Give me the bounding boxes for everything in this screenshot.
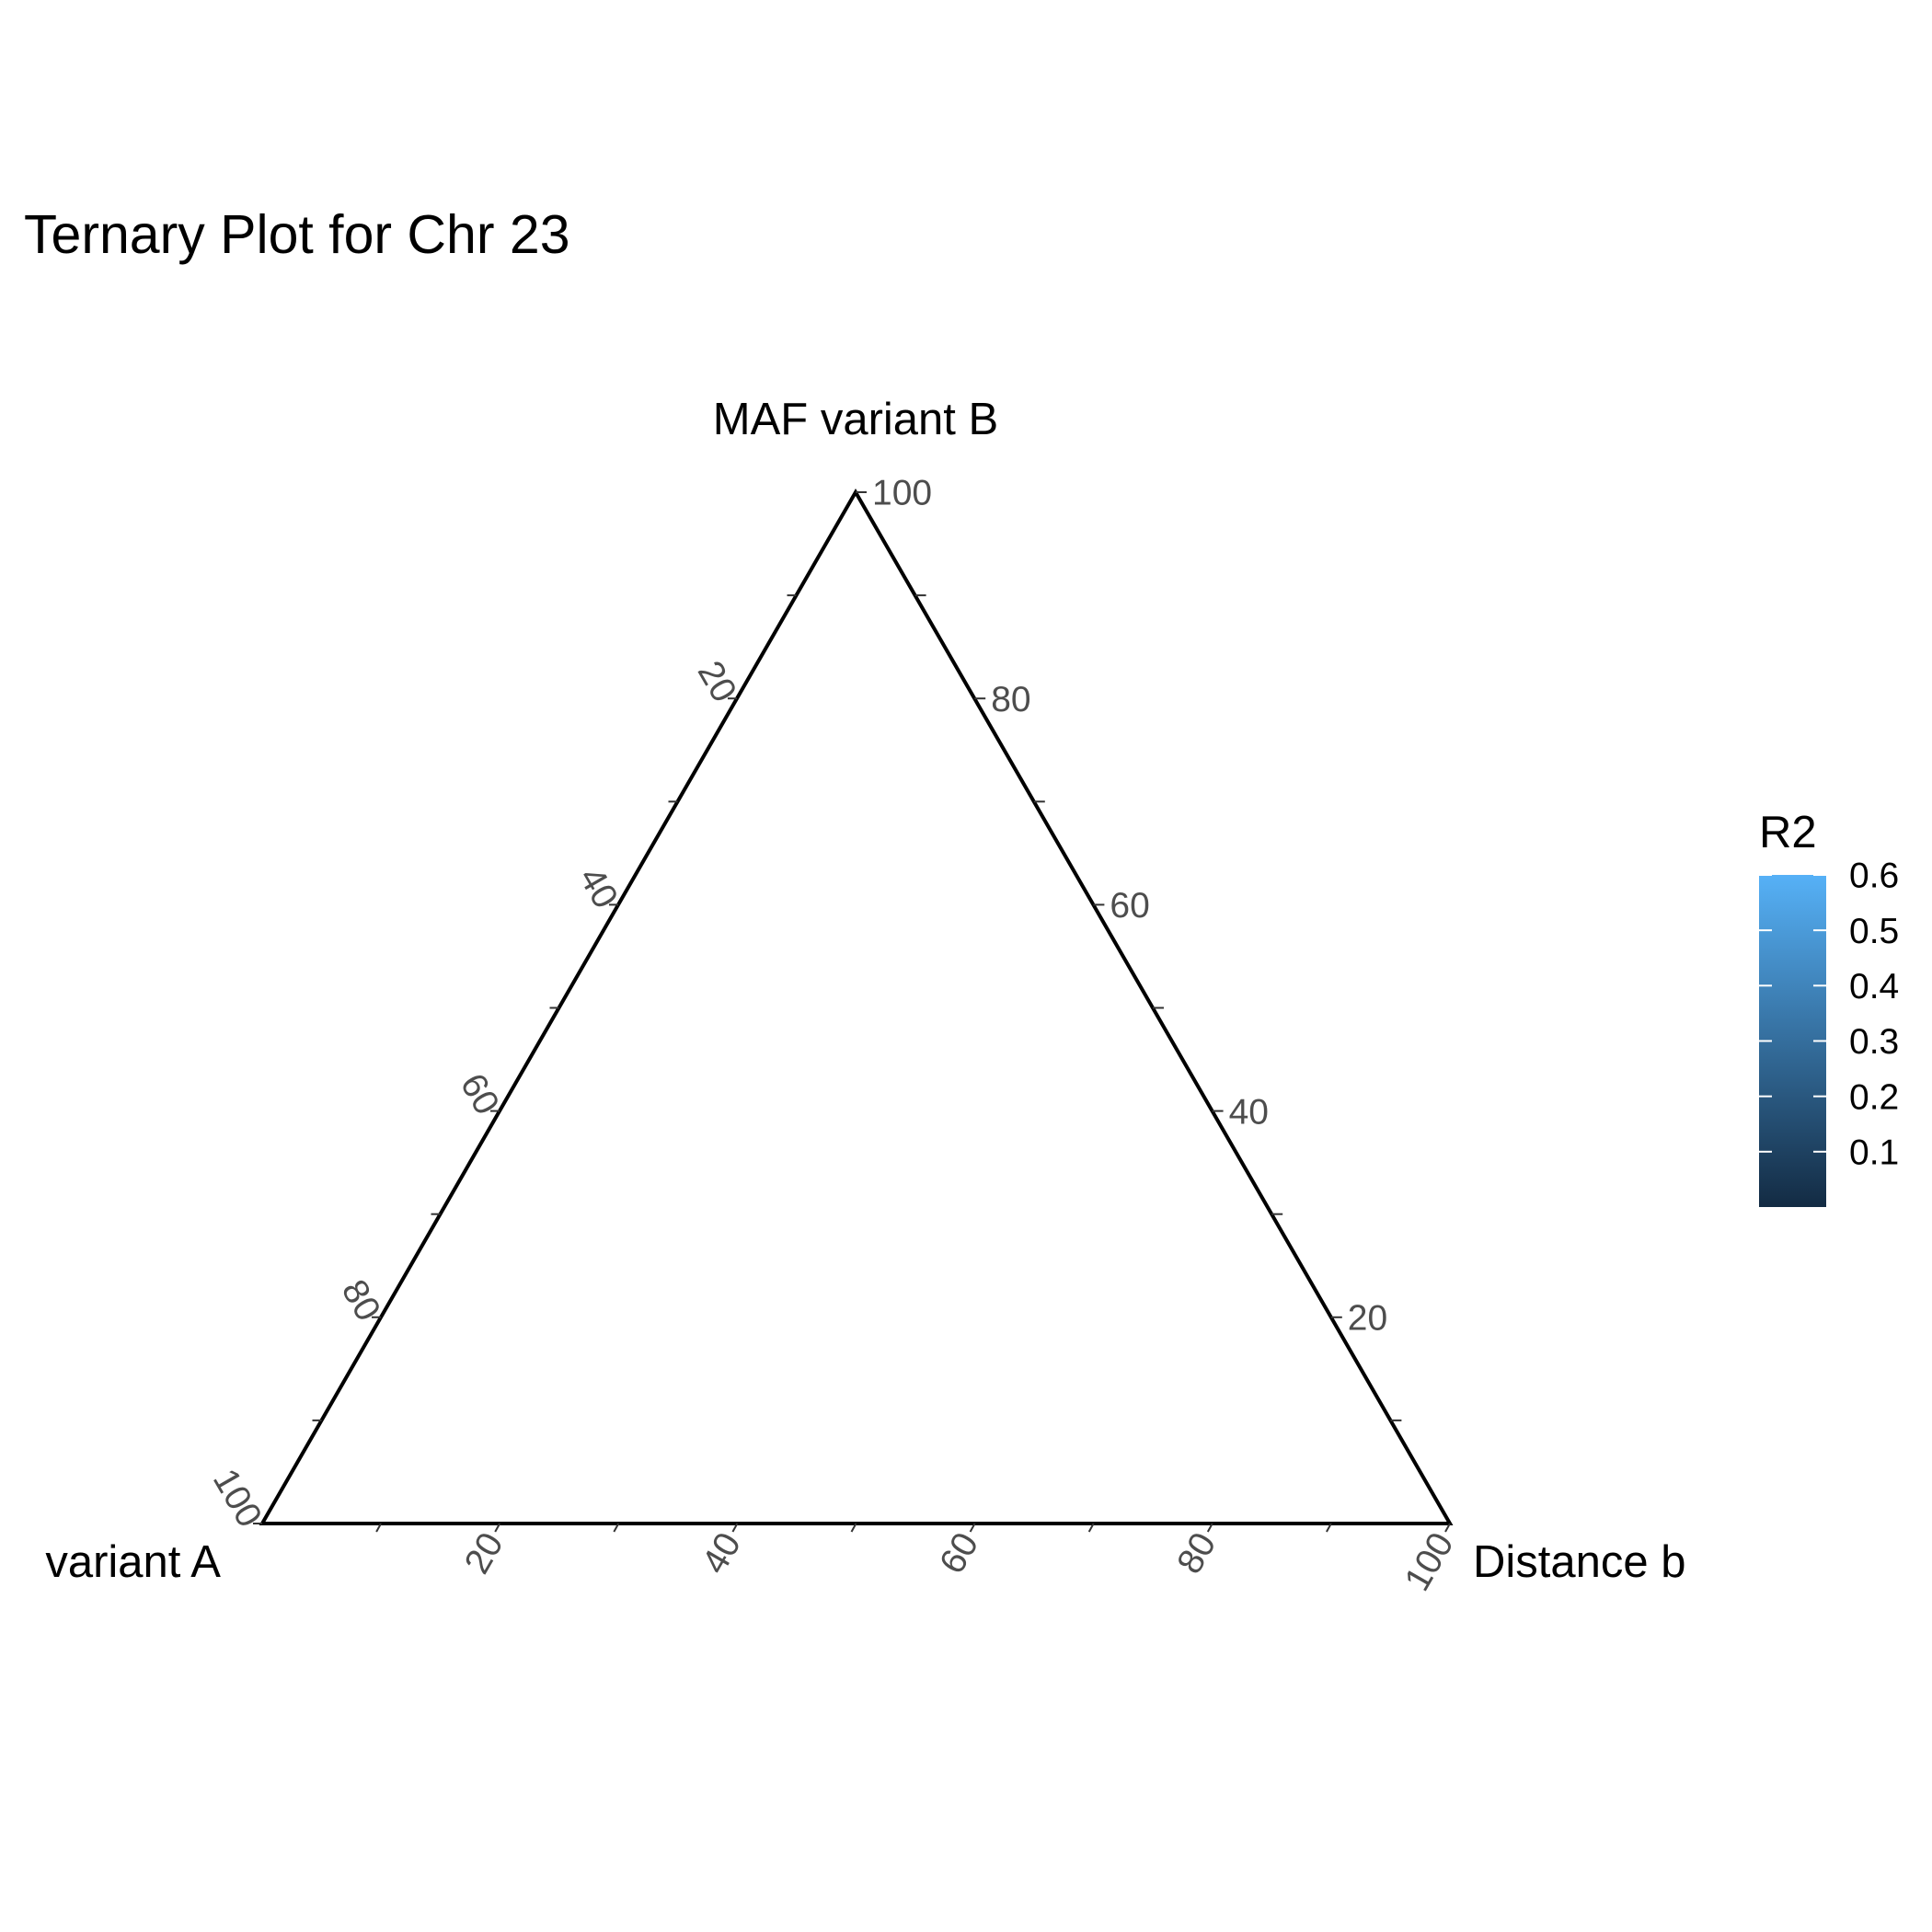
bottom-tick-label: 60 <box>932 1526 986 1581</box>
left-axis-title: variant A <box>45 1537 221 1587</box>
legend-label: 0.4 <box>1849 967 1899 1006</box>
right-tick-label: 60 <box>1110 886 1149 926</box>
right-axis-title: Distance b <box>1473 1537 1686 1587</box>
tick-marks <box>253 491 1451 1533</box>
legend-label: 0.2 <box>1849 1077 1899 1117</box>
bottom-tick-mark <box>375 1523 382 1533</box>
bottom-tick-label: 80 <box>1169 1526 1224 1581</box>
legend-title: R2 <box>1759 808 1817 857</box>
legend-ticks: 0.1 0.2 0.3 0.4 0.5 0.6 <box>1759 857 1899 1172</box>
legend: R2 0.1 0.2 0.3 0.4 0.5 0.6 <box>1759 808 1899 1207</box>
bottom-tick-label: 40 <box>695 1526 749 1581</box>
bottom-tick-mark <box>969 1523 976 1533</box>
bottom-tick-label: 100 <box>1397 1526 1462 1598</box>
bottom-tick-mark <box>1326 1523 1332 1533</box>
bottom-tick-mark <box>1087 1523 1095 1533</box>
right-tick-label: 80 <box>991 680 1030 719</box>
legend-label: 0.5 <box>1849 912 1899 951</box>
legend-label: 0.3 <box>1849 1022 1899 1062</box>
top-axis-title: MAF variant B <box>713 395 998 444</box>
chart-title: Ternary Plot for Chr 23 <box>24 204 570 265</box>
bottom-tick-mark <box>613 1523 620 1533</box>
ternary-frame <box>259 488 1454 1525</box>
bottom-tick-mark <box>731 1523 739 1533</box>
right-tick-label: 20 <box>1348 1298 1387 1338</box>
right-tick-label: 40 <box>1229 1092 1269 1132</box>
bottom-tick-mark <box>494 1523 501 1533</box>
bottom-tick-mark <box>1444 1523 1451 1533</box>
bottom-tick-mark <box>850 1523 857 1533</box>
legend-label: 0.1 <box>1849 1133 1899 1172</box>
bottom-tick-mark <box>1206 1523 1213 1533</box>
bottom-tick-label: 20 <box>457 1526 512 1581</box>
right-tick-label: 100 <box>872 474 932 513</box>
legend-label: 0.6 <box>1849 857 1899 896</box>
